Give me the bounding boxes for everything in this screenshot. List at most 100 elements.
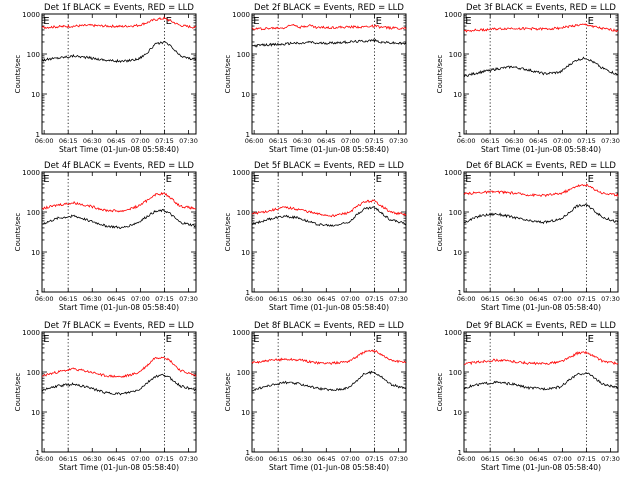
x-tick-label: 06:15 (59, 295, 78, 303)
e-marker-label: E (465, 16, 471, 27)
e-marker-label: E (43, 334, 49, 345)
x-tick-label: 07:15 (577, 137, 596, 145)
y-axis-title: Counts/sec (224, 213, 232, 252)
x-tick-label: 06:15 (481, 295, 500, 303)
y-axis-title: Counts/sec (14, 373, 22, 412)
y-tick-label: 1 (246, 131, 250, 139)
series-events-line (41, 40, 197, 63)
x-tick-label: 07:15 (365, 295, 384, 303)
chart-title: Det 8f BLACK = Events, RED = LLD (254, 321, 404, 331)
x-axis-title: Start Time (01-Jun-08 05:58:40) (269, 145, 389, 154)
series-lld-line (41, 191, 197, 213)
x-tick-label: 06:30 (505, 455, 524, 463)
x-axis-title: Start Time (01-Jun-08 05:58:40) (59, 303, 179, 312)
y-tick-label: 100 (449, 369, 462, 377)
y-axis-title: Counts/sec (224, 55, 232, 94)
x-tick-label: 07:00 (553, 295, 572, 303)
series-lld-line (251, 23, 407, 31)
series-events-line (42, 208, 197, 230)
y-tick-label: 1000 (232, 11, 250, 19)
y-axis-title: Counts/sec (14, 55, 22, 94)
chart-panel-6: Det 6f BLACK = Events, RED = LLD 1 10 100 10… (436, 161, 620, 312)
y-tick-label: 10 (453, 249, 462, 257)
series-events-line (463, 203, 619, 225)
y-axis-title: Counts/sec (436, 55, 444, 94)
x-axis-title: Start Time (01-Jun-08 05:58:40) (59, 145, 179, 154)
x-tick-label: 06:00 (245, 455, 264, 463)
x-tick-label: 06:15 (59, 137, 78, 145)
e-marker-label: E (588, 334, 594, 345)
y-tick-label: 10 (31, 409, 40, 417)
y-tick-label: 10 (241, 91, 250, 99)
x-tick-label: 06:00 (35, 137, 54, 145)
e-marker-label: E (253, 174, 259, 185)
y-tick-label: 1000 (232, 169, 250, 177)
series-lld-line (251, 199, 407, 218)
y-tick-label: 100 (27, 369, 40, 377)
series-events-line (251, 370, 407, 392)
chart-title: Det 7f BLACK = Events, RED = LLD (44, 321, 194, 331)
y-tick-label: 1000 (444, 329, 462, 337)
y-tick-label: 10 (453, 91, 462, 99)
y-tick-label: 1 (458, 131, 462, 139)
x-tick-label: 06:45 (529, 295, 548, 303)
y-axis-title: Counts/sec (436, 373, 444, 412)
x-tick-label: 07:00 (341, 295, 360, 303)
series-lld-line (251, 349, 407, 365)
y-tick-label: 1000 (444, 169, 462, 177)
x-tick-label: 06:45 (529, 137, 548, 145)
x-tick-label: 06:00 (457, 295, 476, 303)
x-tick-label: 07:00 (131, 137, 150, 145)
x-tick-label: 07:30 (601, 455, 620, 463)
x-tick-label: 06:15 (269, 455, 288, 463)
x-tick-label: 06:00 (245, 137, 264, 145)
x-tick-label: 07:15 (155, 295, 174, 303)
chart-panel-2: Det 2f BLACK = Events, RED = LLD 1 10 100 10… (224, 3, 408, 154)
e-marker-label: E (376, 174, 382, 185)
chart-title: Det 2f BLACK = Events, RED = LLD (254, 3, 404, 13)
x-tick-label: 06:45 (529, 455, 548, 463)
x-tick-label: 07:00 (131, 455, 150, 463)
y-tick-label: 1000 (22, 11, 40, 19)
plot-frame (463, 331, 619, 453)
y-tick-label: 1000 (232, 329, 250, 337)
x-tick-label: 07:30 (389, 137, 408, 145)
plot-frame (251, 331, 407, 453)
e-marker-label: E (166, 174, 172, 185)
x-tick-label: 06:45 (107, 137, 126, 145)
series-lld-line (463, 23, 619, 33)
series-events-line (251, 206, 407, 227)
e-marker-label: E (588, 16, 594, 27)
y-tick-label: 1 (246, 449, 250, 457)
x-axis-title: Start Time (01-Jun-08 05:58:40) (481, 463, 601, 472)
y-tick-label: 1 (36, 131, 40, 139)
chart-title: Det 9f BLACK = Events, RED = LLD (466, 321, 616, 331)
y-tick-label: 100 (237, 209, 250, 217)
x-tick-label: 07:30 (179, 455, 198, 463)
x-tick-label: 07:00 (131, 295, 150, 303)
series-lld-line (41, 16, 197, 30)
plot-frame (41, 13, 197, 135)
chart-panel-7: Det 7f BLACK = Events, RED = LLD 1 10 100 10… (14, 321, 198, 472)
x-axis-title: Start Time (01-Jun-08 05:58:40) (59, 463, 179, 472)
x-tick-label: 06:30 (505, 295, 524, 303)
x-tick-label: 07:00 (553, 137, 572, 145)
y-tick-label: 10 (453, 409, 462, 417)
y-tick-label: 1 (458, 449, 462, 457)
y-tick-label: 1 (36, 289, 40, 297)
series-events-line (463, 372, 619, 391)
chart-title: Det 1f BLACK = Events, RED = LLD (44, 3, 194, 13)
y-tick-label: 10 (31, 249, 40, 257)
plot-frame (251, 13, 407, 135)
chart-panel-1: Det 1f BLACK = Events, RED = LLD 1 10 100 10… (14, 3, 198, 154)
chart-panel-3: Det 3f BLACK = Events, RED = LLD 1 10 100 10… (436, 3, 620, 154)
y-tick-label: 1 (458, 289, 462, 297)
e-marker-label: E (166, 334, 172, 345)
x-tick-label: 07:15 (365, 455, 384, 463)
x-axis-title: Start Time (01-Jun-08 05:58:40) (481, 145, 601, 154)
y-axis-title: Counts/sec (224, 373, 232, 412)
x-tick-label: 07:15 (577, 455, 596, 463)
y-tick-label: 10 (241, 249, 250, 257)
y-tick-label: 10 (241, 409, 250, 417)
x-tick-label: 07:30 (179, 295, 198, 303)
